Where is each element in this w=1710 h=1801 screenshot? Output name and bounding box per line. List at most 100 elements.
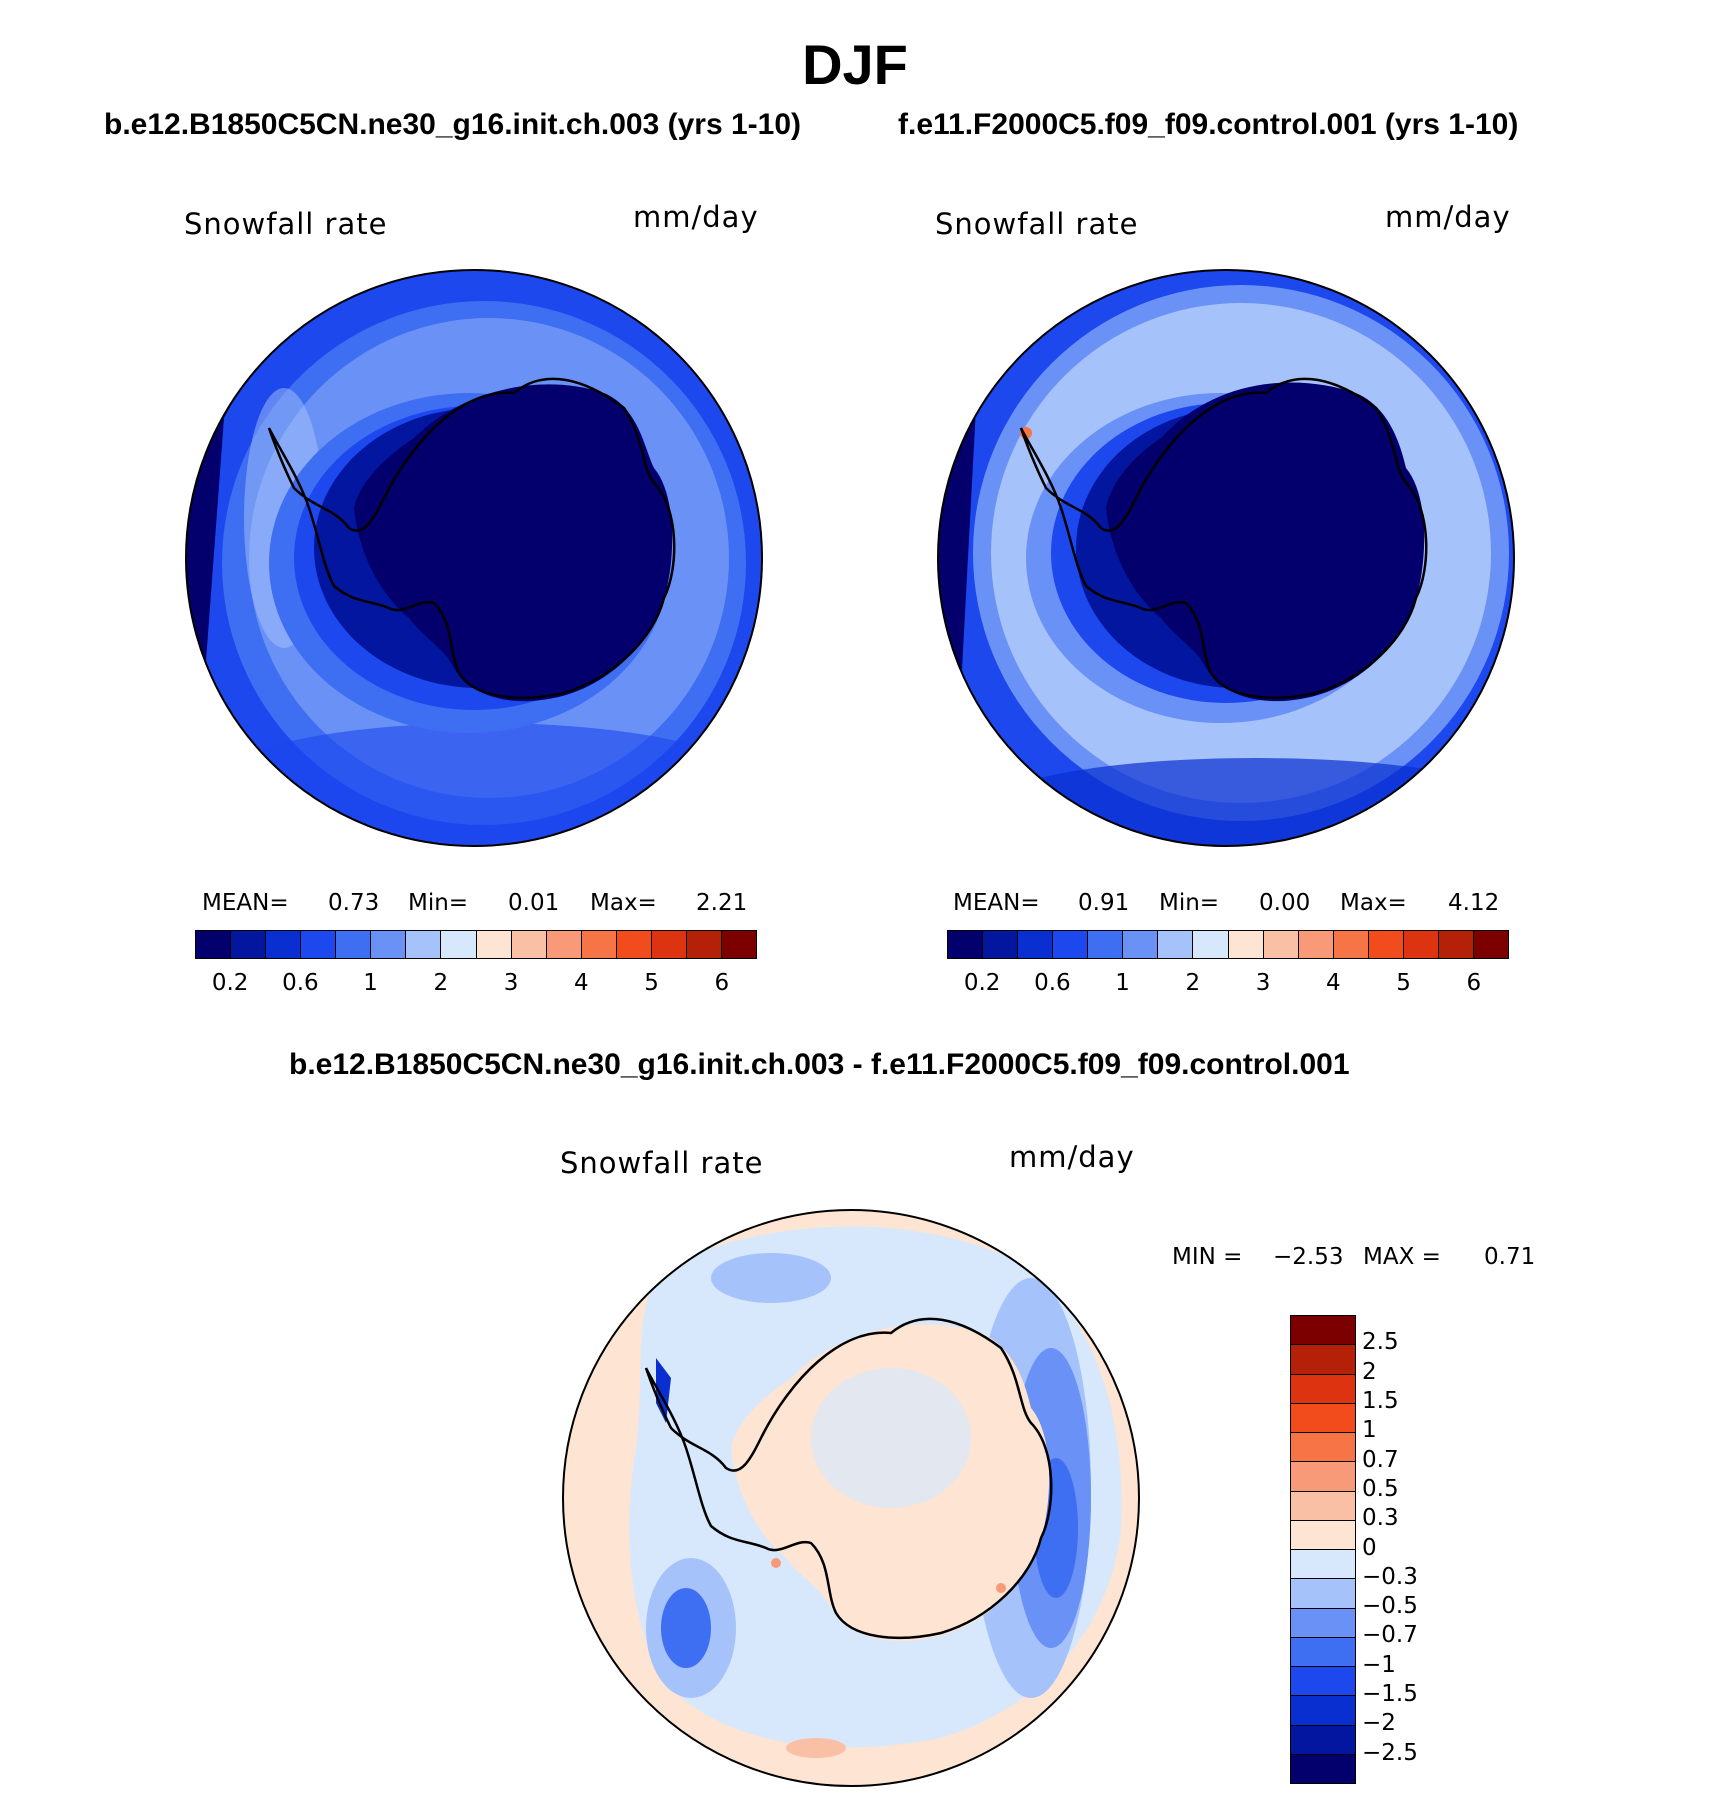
panel-1-colorbar bbox=[195, 930, 757, 959]
panel-2-max-label: Max= bbox=[1340, 890, 1407, 916]
diff-units-label: mm/day bbox=[1009, 1140, 1135, 1174]
colorbar-swatch bbox=[511, 931, 547, 958]
diff-max-label: MAX = bbox=[1363, 1244, 1441, 1270]
colorbar-swatch bbox=[266, 931, 302, 958]
colorbar-tick-label: 6 bbox=[1466, 970, 1482, 996]
colorbar-tick-label: −1 bbox=[1362, 1651, 1396, 1678]
diff-case-title: b.e12.B1850C5CN.ne30_g16.init.ch.003 - f… bbox=[289, 1048, 1350, 1081]
colorbar-swatch bbox=[721, 931, 756, 958]
colorbar-swatch bbox=[1298, 931, 1334, 958]
colorbar-tick-label: 4 bbox=[574, 970, 589, 996]
diff-variable-label: Snowfall rate bbox=[560, 1146, 764, 1180]
diff-positive-spot-3 bbox=[786, 1738, 846, 1758]
colorbar-swatch bbox=[1368, 931, 1404, 958]
diff-positive-spot-2 bbox=[996, 1583, 1006, 1593]
colorbar-tick-label: 0.2 bbox=[963, 970, 1001, 996]
colorbar-swatch bbox=[1291, 1520, 1355, 1550]
colorbar-tick-label: 1.5 bbox=[1362, 1387, 1399, 1414]
colorbar-swatch bbox=[1291, 1696, 1355, 1726]
panel-1-mean-label: MEAN= bbox=[202, 890, 289, 916]
colorbar-swatch bbox=[1291, 1579, 1355, 1609]
colorbar-swatch bbox=[1291, 1608, 1355, 1638]
colorbar-swatch bbox=[441, 931, 477, 958]
diff-max-value: 0.71 bbox=[1484, 1244, 1536, 1270]
panel-1-units-label: mm/day bbox=[633, 200, 759, 234]
map-1-antarctic-interior bbox=[354, 384, 673, 702]
colorbar-swatch bbox=[196, 931, 232, 958]
colorbar-swatch bbox=[616, 931, 652, 958]
colorbar-swatch bbox=[651, 931, 687, 958]
colorbar-swatch bbox=[1291, 1316, 1355, 1346]
colorbar-swatch bbox=[1053, 931, 1089, 958]
colorbar-tick-label: 1 bbox=[363, 970, 378, 996]
colorbar-swatch bbox=[1193, 931, 1229, 958]
diff-min-value: −2.53 bbox=[1273, 1244, 1344, 1270]
colorbar-swatch bbox=[1291, 1491, 1355, 1521]
colorbar-swatch bbox=[1291, 1667, 1355, 1697]
panel-1-colorbar-ticks: 0.2 0.6 1 2 3 4 5 6 bbox=[195, 970, 757, 1000]
colorbar-swatch bbox=[1333, 931, 1369, 958]
colorbar-swatch bbox=[476, 931, 512, 958]
map-2-coastline bbox=[1019, 377, 1428, 699]
colorbar-swatch bbox=[1263, 931, 1299, 958]
colorbar-swatch bbox=[406, 931, 442, 958]
panel-1-max-label: Max= bbox=[590, 890, 657, 916]
colorbar-swatch bbox=[1018, 931, 1054, 958]
colorbar-tick-label: −2.5 bbox=[1362, 1739, 1418, 1766]
panel-1-max-value: 2.21 bbox=[696, 890, 748, 916]
colorbar-swatch bbox=[1291, 1374, 1355, 1404]
colorbar-swatch bbox=[336, 931, 372, 958]
panel-1-min-label: Min= bbox=[408, 890, 469, 916]
map-2-border bbox=[937, 269, 1515, 847]
panel-1-variable-label: Snowfall rate bbox=[184, 207, 388, 241]
colorbar-tick-label: −0.3 bbox=[1362, 1563, 1418, 1590]
colorbar-swatch bbox=[1291, 1725, 1355, 1755]
colorbar-swatch bbox=[1158, 931, 1194, 958]
panel-2-colorbar bbox=[947, 930, 1509, 959]
colorbar-tick-label: 0 bbox=[1362, 1534, 1377, 1561]
colorbar-tick-label: 0.7 bbox=[1362, 1446, 1399, 1473]
colorbar-tick-label: 3 bbox=[1255, 970, 1271, 996]
diff-north-patch bbox=[711, 1253, 831, 1303]
colorbar-tick-label: 0.5 bbox=[1362, 1475, 1399, 1502]
colorbar-swatch bbox=[1473, 931, 1508, 958]
colorbar-swatch bbox=[1291, 1462, 1355, 1492]
diff-coastline bbox=[644, 1317, 1053, 1639]
diff-min-label: MIN = bbox=[1172, 1244, 1243, 1270]
colorbar-swatch bbox=[231, 931, 267, 958]
colorbar-tick-label: 5 bbox=[644, 970, 659, 996]
diff-interior-negative bbox=[811, 1368, 971, 1508]
colorbar-swatch bbox=[1438, 931, 1474, 958]
panel-2-units-label: mm/day bbox=[1385, 200, 1511, 234]
colorbar-tick-label: 6 bbox=[714, 970, 730, 996]
colorbar-swatch bbox=[1291, 1754, 1355, 1783]
panel-1-map bbox=[185, 269, 763, 847]
colorbar-tick-label: 2 bbox=[433, 970, 449, 996]
colorbar-swatch bbox=[1088, 931, 1124, 958]
main-title: DJF bbox=[802, 33, 908, 96]
colorbar-tick-label: −1.5 bbox=[1362, 1681, 1418, 1708]
panel-2-colorbar-ticks: 0.2 0.6 1 2 3 4 5 6 bbox=[947, 970, 1509, 1000]
colorbar-swatch bbox=[1291, 1345, 1355, 1375]
colorbar-tick-label: 0.6 bbox=[1034, 970, 1071, 996]
panel-2-min-value: 0.00 bbox=[1259, 890, 1311, 916]
map-1-coastline bbox=[267, 377, 676, 699]
panel-2-variable-label: Snowfall rate bbox=[935, 207, 1139, 241]
panel-2-mean-value: 0.91 bbox=[1078, 890, 1130, 916]
colorbar-swatch bbox=[1291, 1550, 1355, 1580]
colorbar-tick-label: −2 bbox=[1362, 1710, 1396, 1737]
colorbar-tick-label: 3 bbox=[503, 970, 519, 996]
diff-colorbar-ticks: 2.5 2 1.5 1 0.7 0.5 0.3 0 −0.3 −0.5 −0.7 −1 −1.5 −2 −2… bbox=[1362, 1315, 1482, 1784]
colorbar-tick-label: 2.5 bbox=[1362, 1329, 1399, 1356]
colorbar-swatch bbox=[1403, 931, 1439, 958]
colorbar-tick-label: 2 bbox=[1185, 970, 1201, 996]
map-2-antarctic-interior bbox=[1106, 382, 1425, 702]
panel-1-mean-value: 0.73 bbox=[328, 890, 380, 916]
colorbar-tick-label: −0.7 bbox=[1362, 1622, 1418, 1649]
panel-2-map bbox=[937, 269, 1515, 847]
panel-1-case-title: b.e12.B1850C5CN.ne30_g16.init.ch.003 (yr… bbox=[104, 108, 802, 141]
colorbar-swatch bbox=[948, 931, 984, 958]
colorbar-swatch bbox=[546, 931, 582, 958]
diff-colorbar bbox=[1290, 1315, 1356, 1784]
colorbar-tick-label: 0.3 bbox=[1362, 1505, 1399, 1532]
